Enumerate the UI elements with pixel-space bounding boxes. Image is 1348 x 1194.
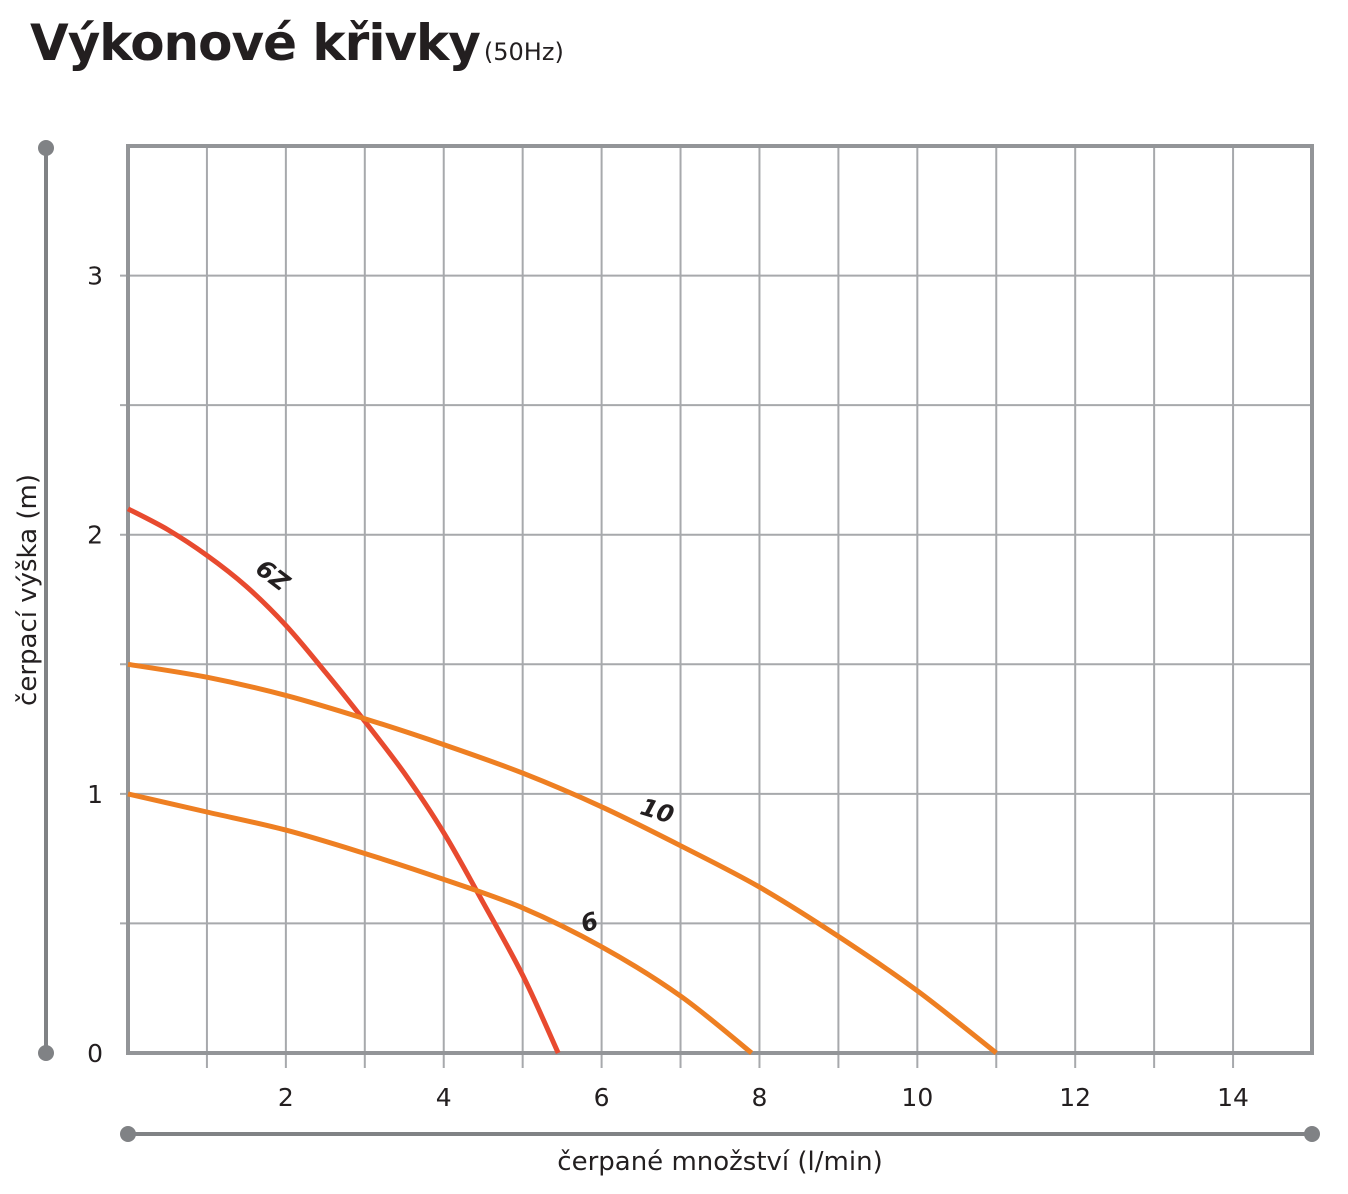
curve-label-z9: Z9 — [251, 553, 296, 596]
y-tick-label: 2 — [87, 521, 103, 550]
chart-header: Výkonové křivky (50Hz) — [30, 14, 564, 72]
chart-grid — [120, 146, 1312, 1068]
x-axis-guide-dot-left — [120, 1126, 136, 1142]
curve-z9 — [126, 506, 561, 1055]
page-subtitle: (50Hz) — [483, 38, 564, 66]
y-tick-label: 3 — [87, 262, 103, 291]
page-title: Výkonové křivky — [30, 14, 481, 72]
x-tick-label: 12 — [1059, 1083, 1091, 1112]
axis-decorations — [38, 140, 1320, 1142]
x-axis-guide-dot-right — [1304, 1126, 1320, 1142]
y-axis-label: čerpací výška (m) — [13, 474, 43, 706]
curve-label-10: 10 — [637, 793, 677, 830]
y-tick-label: 0 — [87, 1039, 103, 1068]
x-axis-label: čerpané množství (l/min) — [557, 1147, 882, 1177]
x-tick-label: 8 — [752, 1083, 768, 1112]
y-tick-label: 1 — [87, 780, 103, 809]
x-tick-label: 2 — [278, 1083, 294, 1112]
x-tick-label: 14 — [1217, 1083, 1249, 1112]
y-axis-guide-dot-top — [38, 140, 54, 156]
x-tick-label: 4 — [436, 1083, 452, 1112]
curve-10 — [127, 661, 998, 1055]
x-tick-label: 6 — [594, 1083, 610, 1112]
x-tick-label: 10 — [901, 1083, 933, 1112]
curve-6 — [127, 791, 754, 1055]
y-axis-guide-dot-bottom — [38, 1045, 54, 1061]
chart-curves — [126, 506, 998, 1055]
plot-frame — [126, 144, 1314, 1055]
